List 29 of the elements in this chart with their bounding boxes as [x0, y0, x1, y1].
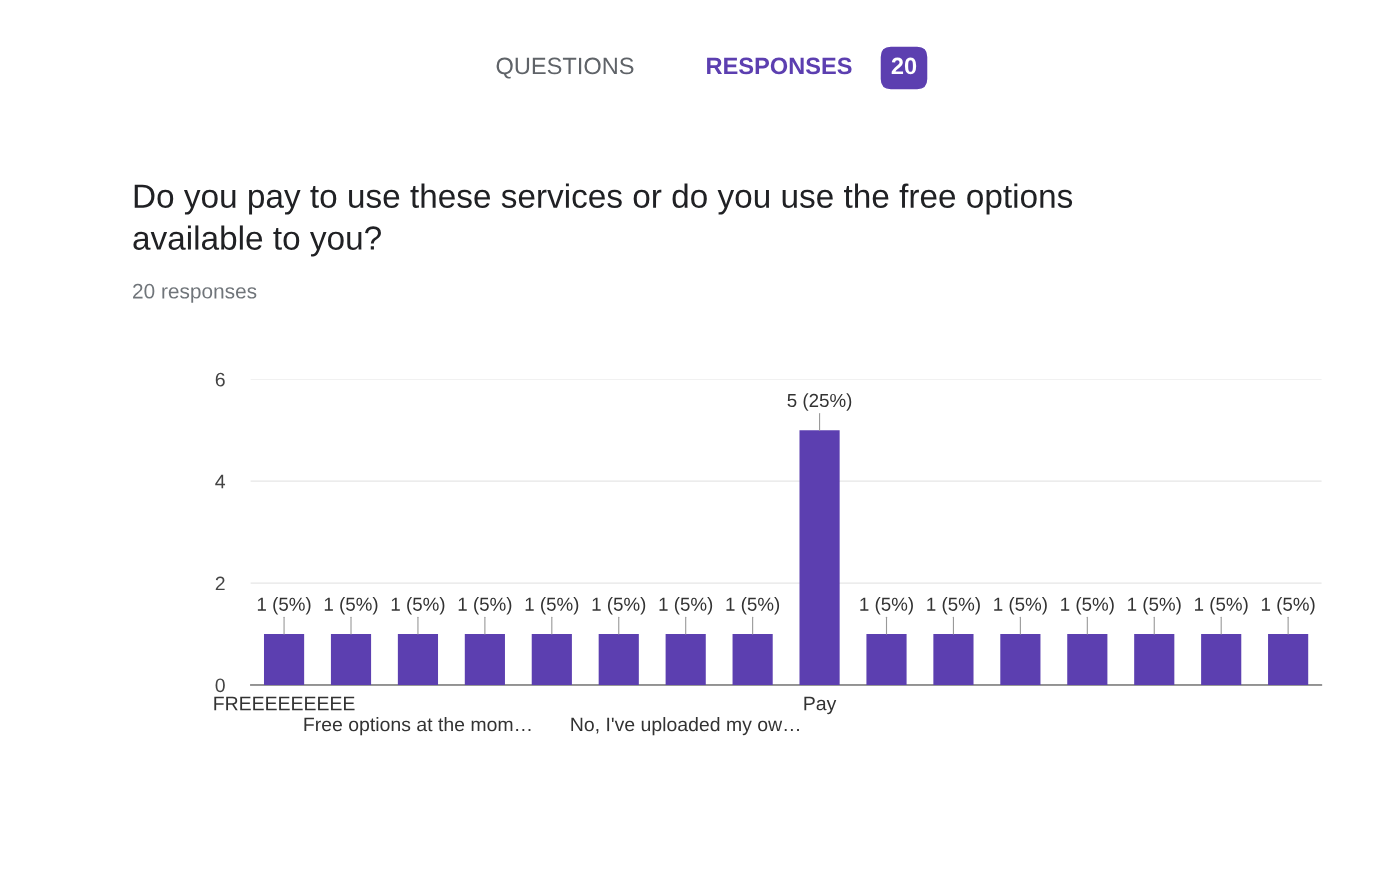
data-label: 1 (5%) — [1261, 597, 1315, 615]
x-tick-label: Free options at the mom… — [304, 717, 531, 736]
data-label: 5 (25%) — [787, 393, 852, 411]
y-tick-label: 6 — [215, 372, 225, 387]
data-label: 1 (5%) — [257, 597, 311, 615]
text: RESPONSES — [707, 57, 852, 75]
data-label: 1 (5%) — [324, 597, 378, 615]
text: QUESTIONS — [496, 57, 634, 79]
data-label: 1 (5%) — [927, 597, 980, 615]
data-label: 1 (5%) — [726, 597, 780, 615]
chart-subtitle: 20 responses — [133, 283, 257, 303]
data-label: 1 (5%) — [525, 597, 579, 615]
chart-title: Do you pay to use these services or do you use the free options available to you? — [133, 183, 1073, 257]
data-label: 1 (5%) — [860, 597, 913, 615]
data-label: 1 (5%) — [659, 597, 713, 615]
data-label: 1 (5%) — [1061, 597, 1114, 615]
y-tick-label: 2 — [215, 576, 225, 591]
x-tick-label: No, I've uploaded my ow… — [571, 717, 799, 736]
y-tick-label: 0 — [215, 678, 225, 693]
data-label: 1 (5%) — [391, 597, 445, 615]
data-label: 1 (5%) — [458, 597, 512, 615]
data-label: 1 (5%) — [592, 597, 646, 615]
text: 20 — [891, 57, 917, 75]
data-label: 1 (5%) — [1128, 597, 1181, 615]
x-tick-label: Pay — [804, 696, 837, 715]
data-label: 1 (5%) — [994, 597, 1047, 615]
x-tick-label: FREEEEEEEEE — [214, 696, 355, 711]
y-tick-label: 4 — [215, 474, 226, 489]
data-label: 1 (5%) — [1195, 597, 1248, 615]
